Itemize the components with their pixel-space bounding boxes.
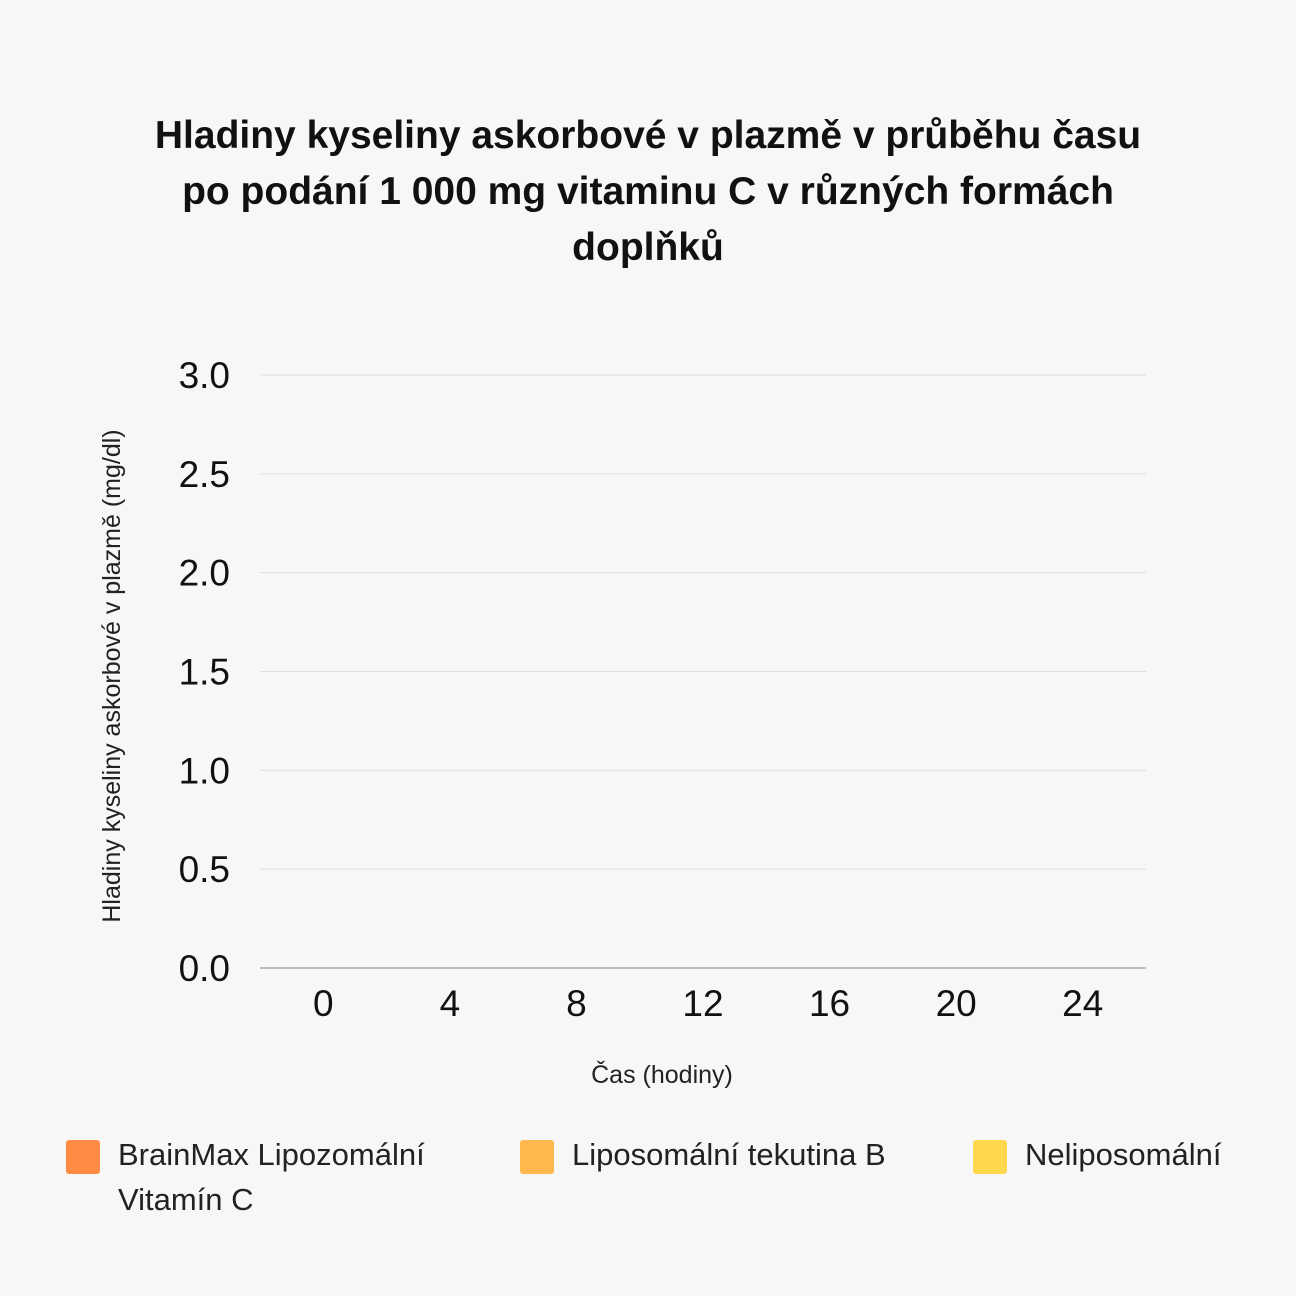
y-tick-label: 0.5 bbox=[179, 849, 230, 890]
legend-item-3: Neliposomální bbox=[973, 1137, 1273, 1177]
x-tick-label: 12 bbox=[682, 983, 723, 1024]
legend-label: Liposomální tekutina B bbox=[572, 1137, 886, 1172]
y-tick-label: 3.0 bbox=[179, 355, 230, 396]
legend-swatch bbox=[520, 1140, 554, 1174]
legend-label: Neliposomální bbox=[1025, 1137, 1222, 1172]
x-tick-label: 16 bbox=[809, 983, 850, 1024]
x-axis-label: Čas (hodiny) bbox=[591, 1060, 733, 1089]
grid-lines bbox=[260, 374, 1146, 870]
y-tick-label: 1.5 bbox=[179, 652, 230, 693]
x-tick-label: 8 bbox=[566, 983, 587, 1024]
x-tick-label: 20 bbox=[936, 983, 977, 1024]
y-tick-label: 0.0 bbox=[179, 948, 230, 989]
y-axis-label: Hladiny kyseliny askorbové v plazmě (mg/… bbox=[98, 429, 126, 922]
chart-title: Hladiny kyseliny askorbové v plazmě v pr… bbox=[154, 114, 1142, 269]
x-tick-label: 0 bbox=[313, 983, 334, 1024]
tick-labels: 0.0 0.5 1.0 1.5 2.0 2.5 3.0 0 4 8 12 16 20 24 bbox=[179, 355, 1104, 1024]
legend-label: BrainMax Lipozomální Vitamín C bbox=[118, 1137, 425, 1217]
x-tick-label: 24 bbox=[1062, 983, 1103, 1024]
y-tick-label: 1.0 bbox=[179, 750, 230, 791]
legend-swatch bbox=[973, 1140, 1007, 1174]
legend-swatch bbox=[66, 1140, 100, 1174]
legend-item-2: Liposomální tekutina B bbox=[520, 1137, 940, 1177]
y-tick-label: 2.5 bbox=[179, 454, 230, 495]
y-tick-label: 2.0 bbox=[179, 553, 230, 594]
x-tick-label: 4 bbox=[440, 983, 461, 1024]
legend-item-1: BrainMax Lipozomální Vitamín C bbox=[66, 1137, 476, 1222]
